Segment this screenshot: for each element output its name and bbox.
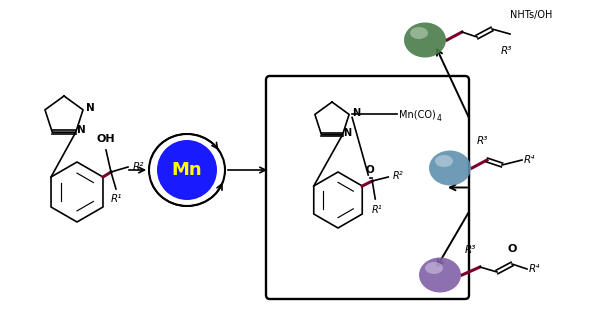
Text: O: O bbox=[366, 165, 374, 175]
Text: Mn: Mn bbox=[172, 161, 202, 179]
Text: O: O bbox=[507, 244, 517, 254]
Text: R²: R² bbox=[133, 162, 144, 172]
Text: NHTs/OH: NHTs/OH bbox=[510, 10, 553, 20]
Text: R³: R³ bbox=[500, 46, 512, 56]
Text: R¹: R¹ bbox=[372, 205, 382, 215]
Text: R²: R² bbox=[393, 171, 403, 181]
Text: R⁴: R⁴ bbox=[529, 264, 541, 274]
Text: R³: R³ bbox=[464, 245, 476, 255]
Ellipse shape bbox=[425, 262, 443, 274]
Ellipse shape bbox=[435, 155, 453, 167]
Ellipse shape bbox=[429, 150, 471, 185]
Text: OH: OH bbox=[97, 134, 116, 144]
Text: 4: 4 bbox=[437, 114, 442, 123]
Text: R¹: R¹ bbox=[110, 194, 122, 204]
Ellipse shape bbox=[419, 258, 461, 293]
Ellipse shape bbox=[404, 22, 446, 58]
Text: Mn(CO): Mn(CO) bbox=[399, 109, 436, 119]
Text: N: N bbox=[77, 125, 85, 135]
Text: N: N bbox=[352, 108, 360, 118]
Text: N: N bbox=[86, 103, 95, 113]
Text: R⁴: R⁴ bbox=[524, 155, 535, 165]
Text: R³: R³ bbox=[476, 136, 488, 146]
Ellipse shape bbox=[410, 27, 428, 39]
Text: N: N bbox=[344, 128, 352, 137]
FancyBboxPatch shape bbox=[266, 76, 469, 299]
Circle shape bbox=[157, 140, 217, 200]
